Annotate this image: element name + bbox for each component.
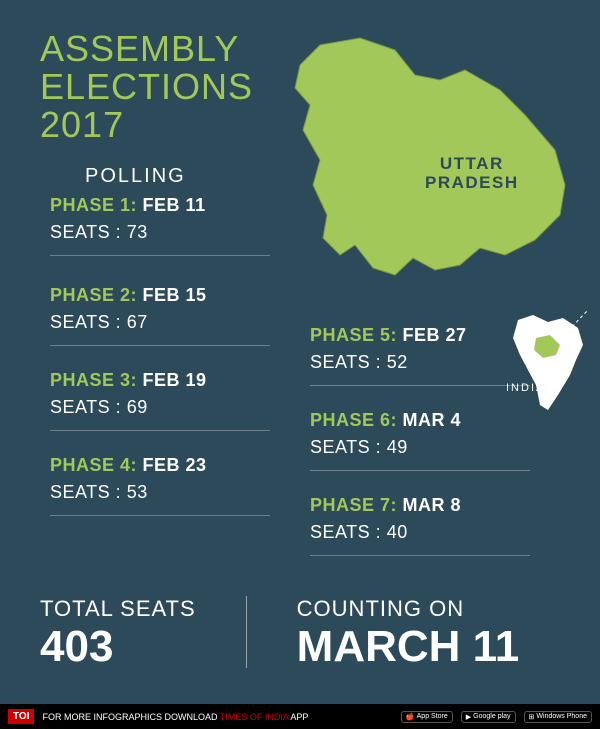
phase-date: FEB 23	[143, 455, 207, 475]
seats-line: SEATS : 69	[50, 397, 270, 418]
phase-line: PHASE 7: MAR 8	[310, 495, 530, 516]
title-line-2: ELECTIONS	[40, 68, 253, 106]
phase-label: PHASE 7:	[310, 495, 397, 515]
phase-date: FEB 27	[403, 325, 467, 345]
phase-block: PHASE 4: FEB 23 SEATS : 53	[50, 455, 270, 516]
phase-block: PHASE 2: FEB 15 SEATS : 67	[50, 285, 270, 346]
title-block: ASSEMBLY ELECTIONS 2017	[40, 30, 253, 143]
total-seats-value: 403	[40, 622, 196, 672]
appstore-badge[interactable]: 🍎App Store	[401, 711, 453, 723]
phase-line: PHASE 2: FEB 15	[50, 285, 270, 306]
title-line-3: 2017	[40, 106, 253, 144]
phase-label: PHASE 6:	[310, 410, 397, 430]
phase-line: PHASE 5: FEB 27	[310, 325, 530, 346]
seats-label: SEATS :	[310, 352, 381, 372]
seats-line: SEATS : 67	[50, 312, 270, 333]
counting-value: MARCH 11	[297, 622, 520, 672]
seats-line: SEATS : 40	[310, 522, 530, 543]
phase-block: PHASE 7: MAR 8 SEATS : 40	[310, 495, 530, 556]
phase-block: PHASE 6: MAR 4 SEATS : 49	[310, 410, 530, 471]
toi-logo: TOI	[8, 709, 34, 724]
phase-line: PHASE 3: FEB 19	[50, 370, 270, 391]
phase-label: PHASE 3:	[50, 370, 137, 390]
seats-line: SEATS : 53	[50, 482, 270, 503]
seats-line: SEATS : 52	[310, 352, 530, 373]
seats-label: SEATS :	[50, 312, 121, 332]
phase-line: PHASE 4: FEB 23	[50, 455, 270, 476]
seats-label: SEATS :	[50, 482, 121, 502]
infographic-main: ASSEMBLY ELECTIONS 2017 POLLING UTTAR PR…	[0, 0, 600, 704]
seats-value: 52	[387, 352, 408, 372]
phase-date: FEB 15	[143, 285, 207, 305]
seats-value: 49	[387, 437, 408, 457]
phase-label: PHASE 2:	[50, 285, 137, 305]
seats-label: SEATS :	[310, 437, 381, 457]
phase-block: PHASE 1: FEB 11 SEATS : 73	[50, 195, 270, 256]
state-label: UTTAR PRADESH	[425, 155, 519, 192]
phase-date: FEB 11	[143, 195, 206, 215]
footer-bar: TOI FOR MORE INFOGRAPHICS DOWNLOAD TIMES…	[0, 704, 600, 729]
play-icon: ▶	[466, 713, 471, 721]
footer-text-2: TIMES OF INDIA	[220, 712, 289, 722]
seats-label: SEATS :	[50, 222, 121, 242]
windows-badge[interactable]: ⊞Windows Phone	[524, 711, 592, 723]
seats-label: SEATS :	[50, 397, 121, 417]
phase-label: PHASE 4:	[50, 455, 137, 475]
total-seats-label: TOTAL SEATS	[40, 596, 196, 622]
phase-line: PHASE 1: FEB 11	[50, 195, 270, 216]
vertical-divider	[246, 596, 247, 668]
phase-date: MAR 8	[403, 495, 462, 515]
footer-text-3: APP	[288, 712, 308, 722]
counting-block: COUNTING ON MARCH 11	[297, 596, 520, 672]
phase-date: MAR 4	[403, 410, 462, 430]
apple-icon: 🍎	[406, 713, 415, 721]
footer-text-1: FOR MORE INFOGRAPHICS DOWNLOAD	[42, 712, 219, 722]
seats-value: 53	[127, 482, 148, 502]
phase-label: PHASE 1:	[50, 195, 137, 215]
seats-value: 40	[387, 522, 408, 542]
state-label-1: UTTAR	[425, 155, 519, 174]
phase-block: PHASE 3: FEB 19 SEATS : 69	[50, 370, 270, 431]
seats-line: SEATS : 73	[50, 222, 270, 243]
title-line-1: ASSEMBLY	[40, 30, 253, 68]
windows-icon: ⊞	[529, 713, 535, 721]
seats-value: 69	[127, 397, 148, 417]
total-seats-block: TOTAL SEATS 403	[40, 596, 196, 672]
seats-label: SEATS :	[310, 522, 381, 542]
totals-row: TOTAL SEATS 403 COUNTING ON MARCH 11	[40, 596, 519, 672]
phase-block: PHASE 5: FEB 27 SEATS : 52	[310, 325, 530, 386]
polling-heading: POLLING	[85, 165, 186, 188]
phase-label: PHASE 5:	[310, 325, 397, 345]
phase-line: PHASE 6: MAR 4	[310, 410, 530, 431]
googleplay-badge[interactable]: ▶Google play	[461, 711, 516, 723]
state-label-2: PRADESH	[425, 174, 519, 193]
counting-label: COUNTING ON	[297, 596, 520, 622]
seats-line: SEATS : 49	[310, 437, 530, 458]
up-state-map-icon	[265, 20, 575, 300]
footer-text: FOR MORE INFOGRAPHICS DOWNLOAD TIMES OF …	[42, 712, 308, 722]
seats-value: 73	[127, 222, 148, 242]
seats-value: 67	[127, 312, 148, 332]
phase-date: FEB 19	[143, 370, 207, 390]
